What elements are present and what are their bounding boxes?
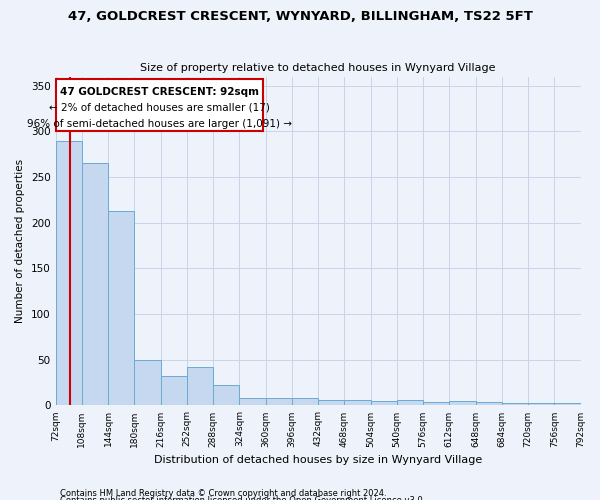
- Bar: [108, 211, 134, 406]
- Y-axis label: Number of detached properties: Number of detached properties: [16, 159, 25, 323]
- Bar: [56, 140, 82, 406]
- Bar: [161, 376, 187, 406]
- Bar: [476, 402, 502, 406]
- Bar: [213, 386, 239, 406]
- Bar: [266, 398, 292, 406]
- Bar: [134, 360, 161, 406]
- Bar: [449, 401, 476, 406]
- Bar: [82, 164, 108, 406]
- Text: 47 GOLDCREST CRESCENT: 92sqm: 47 GOLDCREST CRESCENT: 92sqm: [60, 88, 259, 98]
- Bar: [528, 402, 554, 406]
- FancyBboxPatch shape: [56, 80, 263, 132]
- Text: 96% of semi-detached houses are larger (1,091) →: 96% of semi-detached houses are larger (…: [27, 118, 292, 128]
- Bar: [187, 367, 213, 406]
- Bar: [239, 398, 266, 406]
- Bar: [502, 402, 528, 406]
- Bar: [292, 398, 318, 406]
- Text: ← 2% of detached houses are smaller (17): ← 2% of detached houses are smaller (17): [49, 103, 270, 113]
- Bar: [423, 402, 449, 406]
- Text: Contains HM Land Registry data © Crown copyright and database right 2024.: Contains HM Land Registry data © Crown c…: [60, 488, 386, 498]
- Text: 47, GOLDCREST CRESCENT, WYNYARD, BILLINGHAM, TS22 5FT: 47, GOLDCREST CRESCENT, WYNYARD, BILLING…: [68, 10, 532, 23]
- Bar: [554, 402, 581, 406]
- Bar: [344, 400, 371, 406]
- Title: Size of property relative to detached houses in Wynyard Village: Size of property relative to detached ho…: [140, 63, 496, 73]
- X-axis label: Distribution of detached houses by size in Wynyard Village: Distribution of detached houses by size …: [154, 455, 482, 465]
- Bar: [318, 400, 344, 406]
- Text: Contains public sector information licensed under the Open Government Licence v3: Contains public sector information licen…: [60, 496, 425, 500]
- Bar: [371, 401, 397, 406]
- Bar: [397, 400, 423, 406]
